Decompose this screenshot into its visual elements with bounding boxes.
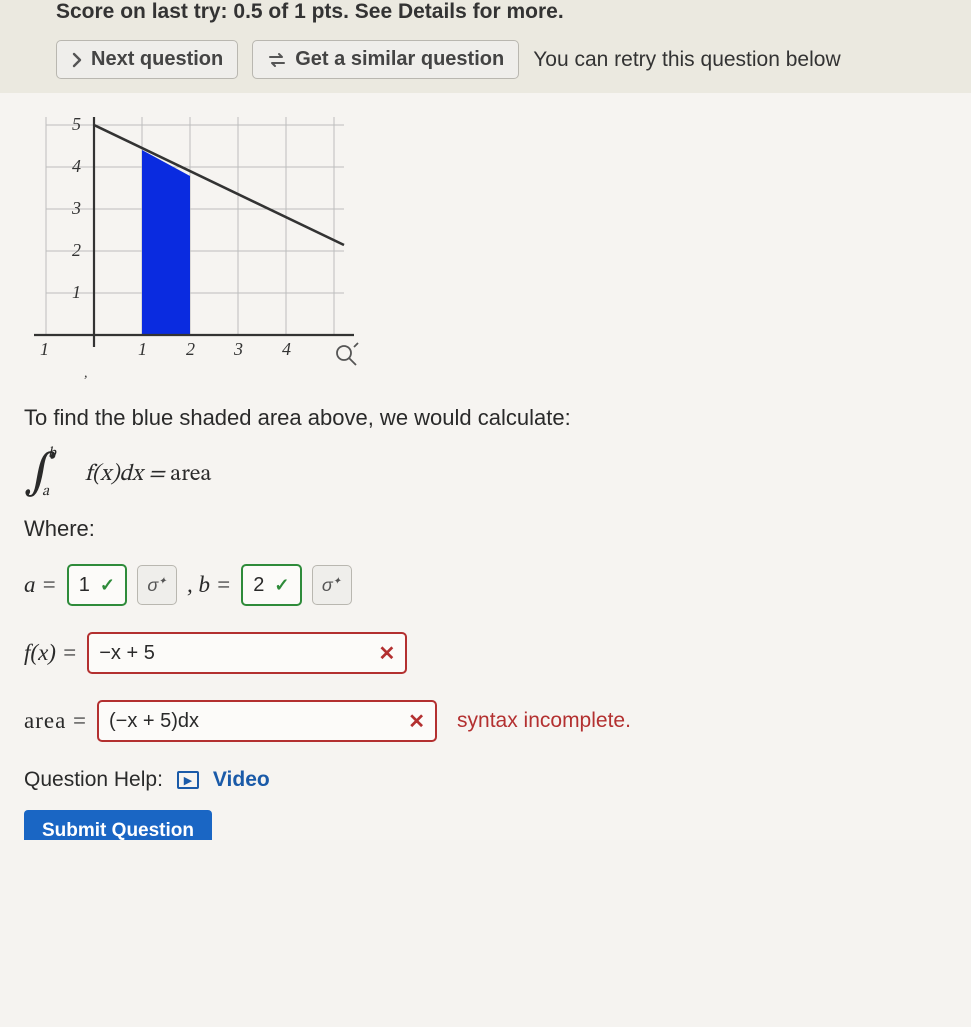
next-question-button[interactable]: Next question — [56, 40, 238, 79]
svg-text:1: 1 — [40, 339, 49, 359]
a-input[interactable]: 1 ✓ — [67, 564, 127, 606]
help-label: Question Help: — [24, 768, 163, 792]
svg-text:1: 1 — [72, 282, 81, 302]
score-suffix: See Details for more. — [349, 0, 564, 23]
submit-wrap: Submit Question — [24, 810, 951, 840]
svg-text:2: 2 — [186, 339, 195, 359]
action-row: Next question Get a similar question You… — [56, 40, 951, 79]
chevron-right-icon — [71, 52, 83, 68]
where-label: Where: — [24, 516, 951, 542]
fx-value: −x + 5 — [99, 642, 155, 665]
area-label: area = — [24, 708, 87, 734]
submit-button[interactable]: Submit Question — [24, 810, 212, 840]
svg-text:3: 3 — [71, 198, 81, 218]
integrand-text: f(x)dx = area — [85, 460, 212, 489]
area-value: (−x + 5)dx — [109, 710, 199, 733]
fx-row: f(x) = −x + 5 ✕ — [24, 632, 951, 674]
cross-icon: ✕ — [378, 641, 395, 666]
next-question-label: Next question — [91, 48, 223, 71]
syntax-error-text: syntax incomplete. — [457, 709, 631, 733]
svg-text:,: , — [84, 366, 88, 381]
svg-text:4: 4 — [282, 339, 291, 359]
svg-text:4: 4 — [72, 156, 81, 176]
video-icon: ▶ — [177, 771, 199, 789]
svg-text:1: 1 — [138, 339, 147, 359]
integral-symbol: ∫ b a — [24, 453, 57, 496]
b-label: , b = — [187, 572, 231, 598]
graph: 4 3 2 1 5 1 2 3 4 1 , — [24, 117, 404, 387]
cross-icon: ✕ — [408, 709, 425, 734]
score-prefix: Score on last try: — [56, 0, 233, 23]
fx-input[interactable]: −x + 5 ✕ — [87, 632, 407, 674]
b-input[interactable]: 2 ✓ — [241, 564, 301, 606]
svg-text:2: 2 — [72, 240, 81, 260]
svg-text:3: 3 — [233, 339, 243, 359]
fx-label: f(x) = — [24, 640, 77, 666]
similar-question-label: Get a similar question — [295, 48, 504, 71]
b-value: 2 — [253, 574, 264, 597]
sigma-icon: σ✦ — [322, 575, 341, 596]
check-icon: ✓ — [274, 575, 289, 596]
symbol-picker-button[interactable]: σ✦ — [312, 565, 352, 605]
retry-text: You can retry this question below — [533, 48, 840, 72]
video-link[interactable]: Video — [213, 768, 270, 792]
bounds-row: a = 1 ✓ σ✦ , b = 2 ✓ σ✦ — [24, 564, 951, 606]
question-help: Question Help: ▶ Video — [24, 768, 951, 792]
score-value: 0.5 of 1 pts. — [233, 0, 349, 23]
a-value: 1 — [79, 574, 90, 597]
upper-bound: b — [48, 447, 56, 461]
lower-bound: a — [42, 485, 49, 499]
area-input[interactable]: (−x + 5)dx ✕ — [97, 700, 437, 742]
check-icon: ✓ — [100, 575, 115, 596]
integral-expression: ∫ b a f(x)dx = area — [24, 453, 951, 496]
score-line: Score on last try: 0.5 of 1 pts. See Det… — [56, 0, 951, 40]
a-label: a = — [24, 572, 57, 598]
sigma-icon: σ✦ — [147, 575, 166, 596]
svg-text:5: 5 — [72, 117, 81, 134]
prompt-text: To find the blue shaded area above, we w… — [24, 405, 951, 431]
retry-icon — [267, 52, 287, 68]
area-row: area = (−x + 5)dx ✕ syntax incomplete. — [24, 700, 951, 742]
symbol-picker-button[interactable]: σ✦ — [137, 565, 177, 605]
question-body: 4 3 2 1 5 1 2 3 4 1 , To find the blue s… — [0, 93, 971, 840]
score-header: Score on last try: 0.5 of 1 pts. See Det… — [0, 0, 971, 93]
similar-question-button[interactable]: Get a similar question — [252, 40, 519, 79]
